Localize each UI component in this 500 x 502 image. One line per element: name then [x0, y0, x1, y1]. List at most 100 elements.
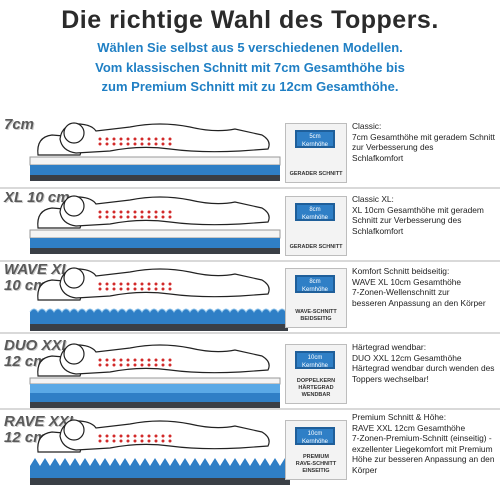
core-height-text: Kernhöhe [301, 363, 329, 369]
pressure-dot [154, 358, 158, 362]
model-size-label: RAVE XXL 12 cm [4, 414, 78, 446]
cut-type-line: PREMIUM [303, 454, 329, 460]
pressure-dot [168, 287, 172, 291]
model-size-line: 10 cm [4, 277, 47, 294]
pressure-dot [133, 358, 137, 362]
pressure-dot [112, 363, 116, 367]
pressure-dot [126, 363, 130, 367]
model-size-line: 12 cm [4, 353, 47, 370]
pressure-dot [112, 434, 116, 438]
pressure-dot [112, 439, 116, 443]
row-divider [0, 187, 500, 189]
pressure-dot [154, 137, 158, 141]
pressure-dot [98, 137, 102, 141]
pressure-dot [119, 287, 123, 291]
row-divider [0, 408, 500, 410]
pressure-dot [126, 137, 130, 141]
pressure-dot [112, 358, 116, 362]
pressure-dot [168, 282, 172, 286]
topper-mattress [29, 308, 288, 331]
core-height-box: 10cm Kernhöhe [295, 427, 335, 445]
model-description-line: zur Verbesserung des [352, 142, 434, 152]
pressure-dot [140, 282, 144, 286]
subtitle-line-1: Wählen Sie selbst aus 5 verschiedenen Mo… [97, 40, 403, 55]
pressure-dot [154, 363, 158, 367]
model-description-line: Körper [352, 464, 378, 475]
pressure-dot [105, 363, 109, 367]
pressure-dot [140, 434, 144, 438]
pressure-dot [168, 142, 172, 146]
core-height-text: 8cm [309, 279, 321, 285]
topper-mattress [29, 156, 281, 181]
pressure-dot [98, 439, 102, 443]
pressure-dot [147, 287, 151, 291]
pressure-dot [147, 434, 151, 438]
core-height-box: 8cm Kernhöhe [295, 203, 335, 221]
model-description-line: Härtegrad wendbar: [352, 342, 427, 352]
core-height-text: Kernhöhe [301, 142, 329, 148]
cut-type-line: RAVE-SCHNITT [295, 461, 337, 467]
pressure-dot [168, 358, 172, 362]
core-height-text: 10cm [307, 355, 323, 361]
pressure-dot [119, 363, 123, 367]
pressure-dot [112, 210, 116, 214]
pressure-dot [140, 137, 144, 141]
pressure-dot [105, 287, 109, 291]
pressure-dot [98, 142, 102, 146]
pressure-dot [126, 287, 130, 291]
pressure-dot [133, 434, 137, 438]
model-row: DUO XXL 12 cm 10cm Kernhöhe DOPPELKERN HÄRTEG… [0, 338, 500, 426]
pressure-dot [105, 358, 109, 362]
pressure-dot [105, 434, 109, 438]
pressure-dot [126, 439, 130, 443]
model-description-line: XL 10cm Gesamthöhe mit geradem [352, 204, 484, 215]
model-description-line: 7cm Gesamthöhe mit geradem Schnitt [352, 131, 495, 142]
pressure-dot [112, 215, 116, 219]
pressure-dot [98, 434, 102, 438]
pressure-dot [133, 282, 137, 286]
pressure-dot [161, 287, 165, 291]
model-description: Härtegrad wendbar: DUO XXL 12cm Gesamthöh… [352, 342, 498, 384]
pressure-dot [168, 215, 172, 219]
sleeper-figure [37, 343, 270, 377]
cut-type-badge: 5cm Kernhöhe GERADER SCHNITT [285, 123, 347, 183]
pressure-dot [126, 282, 130, 286]
pressure-dot [105, 210, 109, 214]
model-description-line: Schlafkomfort [352, 225, 404, 236]
model-description: Classic: 7cm Gesamthöhe mit geradem Schni… [352, 121, 498, 163]
pressure-dot [133, 363, 137, 367]
pressure-dot [168, 210, 172, 214]
model-size-label: XL 10 cm [4, 190, 70, 206]
topper-illustration [29, 122, 281, 181]
pressure-dot [168, 439, 172, 443]
pressure-dot [154, 215, 158, 219]
model-size-label: 7cm [4, 117, 34, 133]
pressure-dot [133, 287, 137, 291]
pressure-dot [147, 363, 151, 367]
cut-type-line: HÄRTEGRAD WENDBAR [298, 385, 334, 398]
row-divider [0, 332, 500, 334]
model-size-line: 7cm [4, 116, 35, 133]
model-description-line: 7-Zonen-Wellenschnitt zur [352, 287, 450, 297]
pressure-dot [161, 434, 165, 438]
model-description: Komfort Schnitt beidseitig: WAVE XL 10cm … [352, 266, 498, 308]
pressure-dot [154, 439, 158, 443]
model-description-line: 7-Zonen-Premium-Schnitt (einseitig) - [352, 433, 492, 443]
model-description-line: Classic: [352, 121, 382, 131]
cut-type-line: BEIDSEITIG [300, 316, 332, 322]
core-height-text: Kernhöhe [301, 215, 329, 221]
topper-mattress [29, 229, 281, 254]
model-description-line: Härtegrad wendbar durch wenden des [352, 363, 495, 373]
pressure-dot [161, 439, 165, 443]
pressure-dot [147, 358, 151, 362]
cut-type-badge: 10cm Kernhöhe PREMIUM RAVE-SCHNITT EINSEITIG [285, 420, 347, 480]
model-description-line: besseren Anpassung an den Körper [352, 297, 486, 308]
pressure-dot [161, 215, 165, 219]
cut-type-label: PREMIUM RAVE-SCHNITT EINSEITIG [286, 454, 346, 475]
pressure-dots [98, 282, 172, 291]
pressure-dot [119, 215, 123, 219]
core-height-box: 8cm Kernhöhe [295, 275, 335, 293]
pressure-dot [105, 137, 109, 141]
pressure-dot [119, 358, 123, 362]
